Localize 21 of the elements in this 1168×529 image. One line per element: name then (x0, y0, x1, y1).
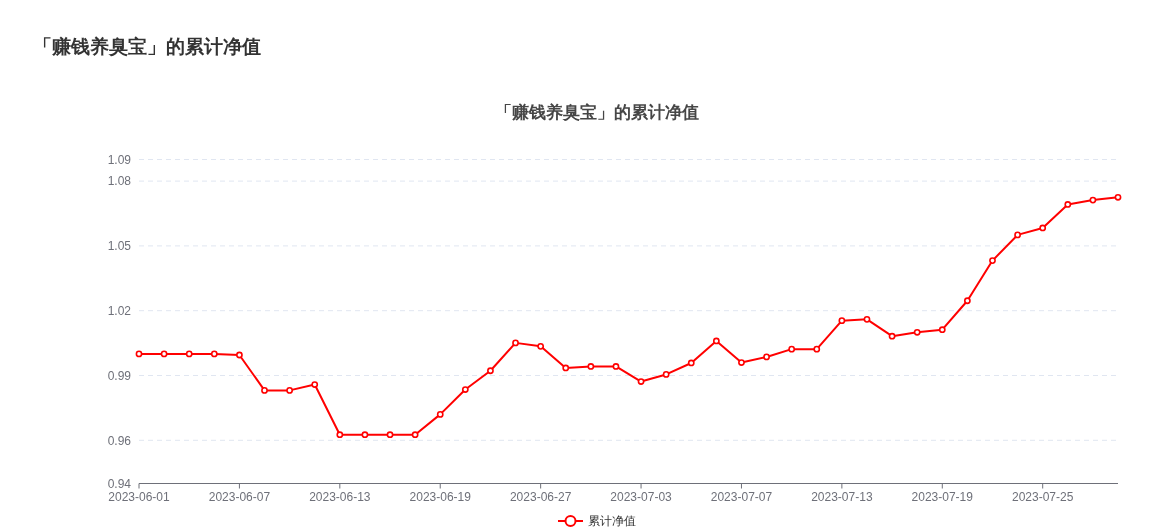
y-tick-label: 0.99 (107, 368, 132, 383)
x-tick-label: 2023-07-13 (811, 489, 873, 504)
legend: 累计净值 (557, 514, 636, 529)
x-tick-label: 2023-06-19 (409, 489, 472, 504)
y-tick-label: 0.96 (107, 433, 132, 448)
y-tick-label: 1.09 (107, 152, 132, 167)
x-tick-label: 2023-06-07 (208, 489, 271, 504)
y-tick-label: 1.05 (107, 239, 132, 254)
x-tick-label: 2023-07-07 (710, 489, 773, 504)
x-tick-label: 2023-07-19 (911, 489, 974, 504)
subtitle: 「赚钱养臭宝」的累计净值 (495, 103, 699, 122)
x-tick-label: 2023-07-25 (1012, 489, 1074, 504)
y-tick-label: 0.94 (107, 476, 132, 491)
x-tick-label: 2023-07-03 (610, 489, 673, 504)
y-tick-label: 1.02 (107, 304, 132, 318)
x-tick-label: 2023-06-27 (509, 489, 572, 504)
title: 「赚钱养臭宝」的累计净值 (33, 36, 261, 57)
x-tick-label: 2023-06-01 (108, 489, 171, 504)
legend-label: 累计净值 (588, 514, 636, 529)
y-tick-label: 1.08 (107, 174, 132, 189)
x-tick-label: 2023-06-13 (309, 489, 371, 504)
